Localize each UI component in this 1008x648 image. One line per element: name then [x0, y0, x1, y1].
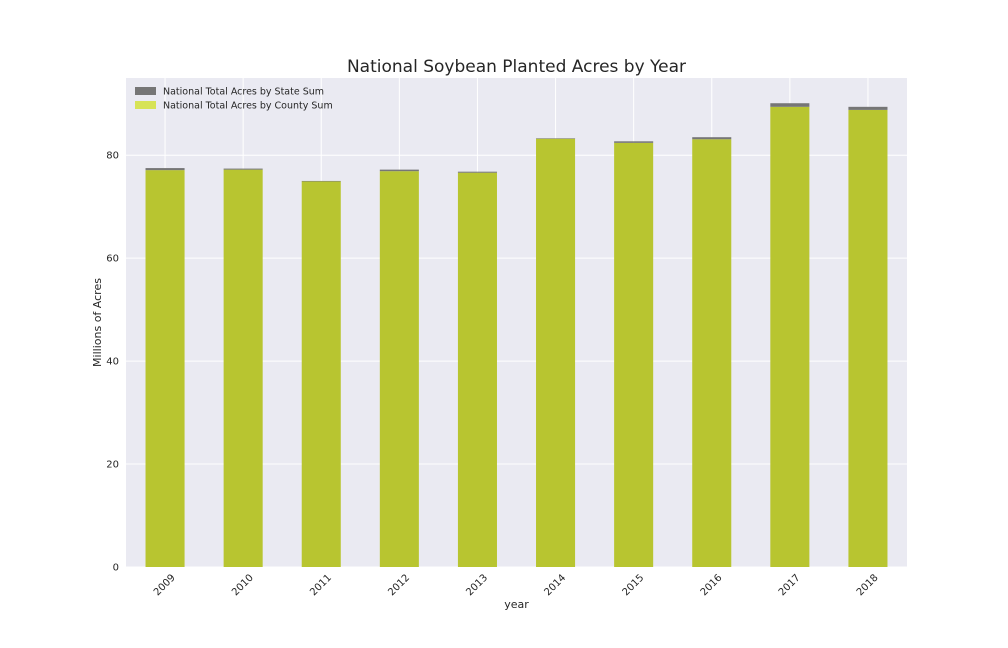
legend-label: National Total Acres by State Sum	[163, 87, 324, 98]
bars-layer	[145, 103, 888, 568]
y-tick-label: 20	[106, 460, 119, 471]
legend: National Total Acres by State Sum Nationa…	[135, 87, 333, 112]
bar-county-sum-2014	[536, 138, 576, 567]
bar-state-sum-2012	[379, 169, 419, 172]
y-tick-label: 80	[106, 151, 119, 162]
x-tick-label: 2016	[699, 572, 725, 598]
bar-county-sum-2010	[223, 169, 263, 567]
y-axis-label: Millions of Acres	[91, 278, 104, 367]
legend-swatch	[135, 87, 156, 95]
bar-county-sum-2016	[692, 139, 732, 568]
x-tick-labels: 2009 2010 2011 2012 2013 2014 2015 2016 2017 2018	[152, 572, 881, 598]
y-tick-label: 40	[106, 357, 119, 368]
x-tick-label: 2018	[855, 572, 881, 598]
bar-state-sum-2013	[457, 171, 497, 173]
bar-county-sum-2012	[379, 171, 419, 568]
x-tick-label: 2010	[230, 572, 256, 598]
bar-county-sum-2013	[457, 172, 497, 567]
bar-county-sum-2011	[301, 181, 341, 568]
bar-county-sum-2017	[770, 106, 810, 568]
legend-swatch	[135, 101, 156, 109]
bar-state-sum-2015	[614, 141, 654, 143]
bar-state-sum-2009	[145, 168, 185, 171]
bar-state-sum-2014	[536, 138, 576, 139]
x-axis-label: year	[504, 598, 529, 611]
chart-title: National Soybean Planted Acres by Year	[347, 57, 686, 77]
x-tick-label: 2017	[777, 572, 803, 598]
bar-state-sum-2018	[848, 106, 888, 110]
x-tick-label: 2009	[152, 572, 178, 598]
bar-state-sum-2011	[301, 180, 341, 182]
y-tick-label: 60	[106, 254, 119, 265]
legend-label: National Total Acres by County Sum	[163, 101, 333, 112]
x-tick-label: 2015	[621, 572, 647, 598]
x-tick-label: 2013	[464, 572, 490, 598]
bar-county-sum-2015	[614, 142, 654, 567]
y-tick-labels: 0 20 40 60 80	[106, 151, 119, 574]
x-tick-label: 2011	[308, 572, 334, 598]
x-tick-label: 2012	[386, 572, 412, 598]
bar-state-sum-2016	[692, 137, 732, 140]
x-tick-label: 2014	[543, 572, 569, 598]
bar-state-sum-2010	[223, 168, 263, 170]
y-tick-label: 0	[113, 563, 119, 574]
bar-state-sum-2017	[770, 103, 810, 107]
bar-county-sum-2018	[848, 109, 888, 567]
bar-county-sum-2009	[145, 170, 185, 568]
